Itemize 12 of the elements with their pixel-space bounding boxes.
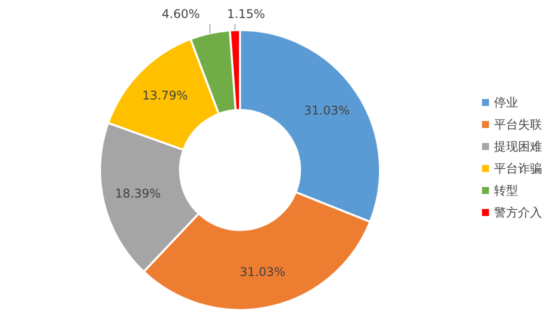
legend-label: 提现困难 <box>494 139 542 154</box>
data-label: 18.39% <box>115 186 161 201</box>
legend-label: 转型 <box>494 183 518 198</box>
data-label: 4.60% <box>162 7 200 21</box>
legend-label: 警方介入 <box>494 205 542 220</box>
data-label: 31.03% <box>304 103 350 118</box>
legend-label: 平台失联 <box>494 117 542 132</box>
data-label: 13.79% <box>142 88 188 103</box>
legend-label: 停业 <box>494 95 518 110</box>
data-label: 31.03% <box>240 264 286 279</box>
data-label: 1.15% <box>226 7 266 21</box>
legend-label: 平台诈骗 <box>494 161 542 176</box>
